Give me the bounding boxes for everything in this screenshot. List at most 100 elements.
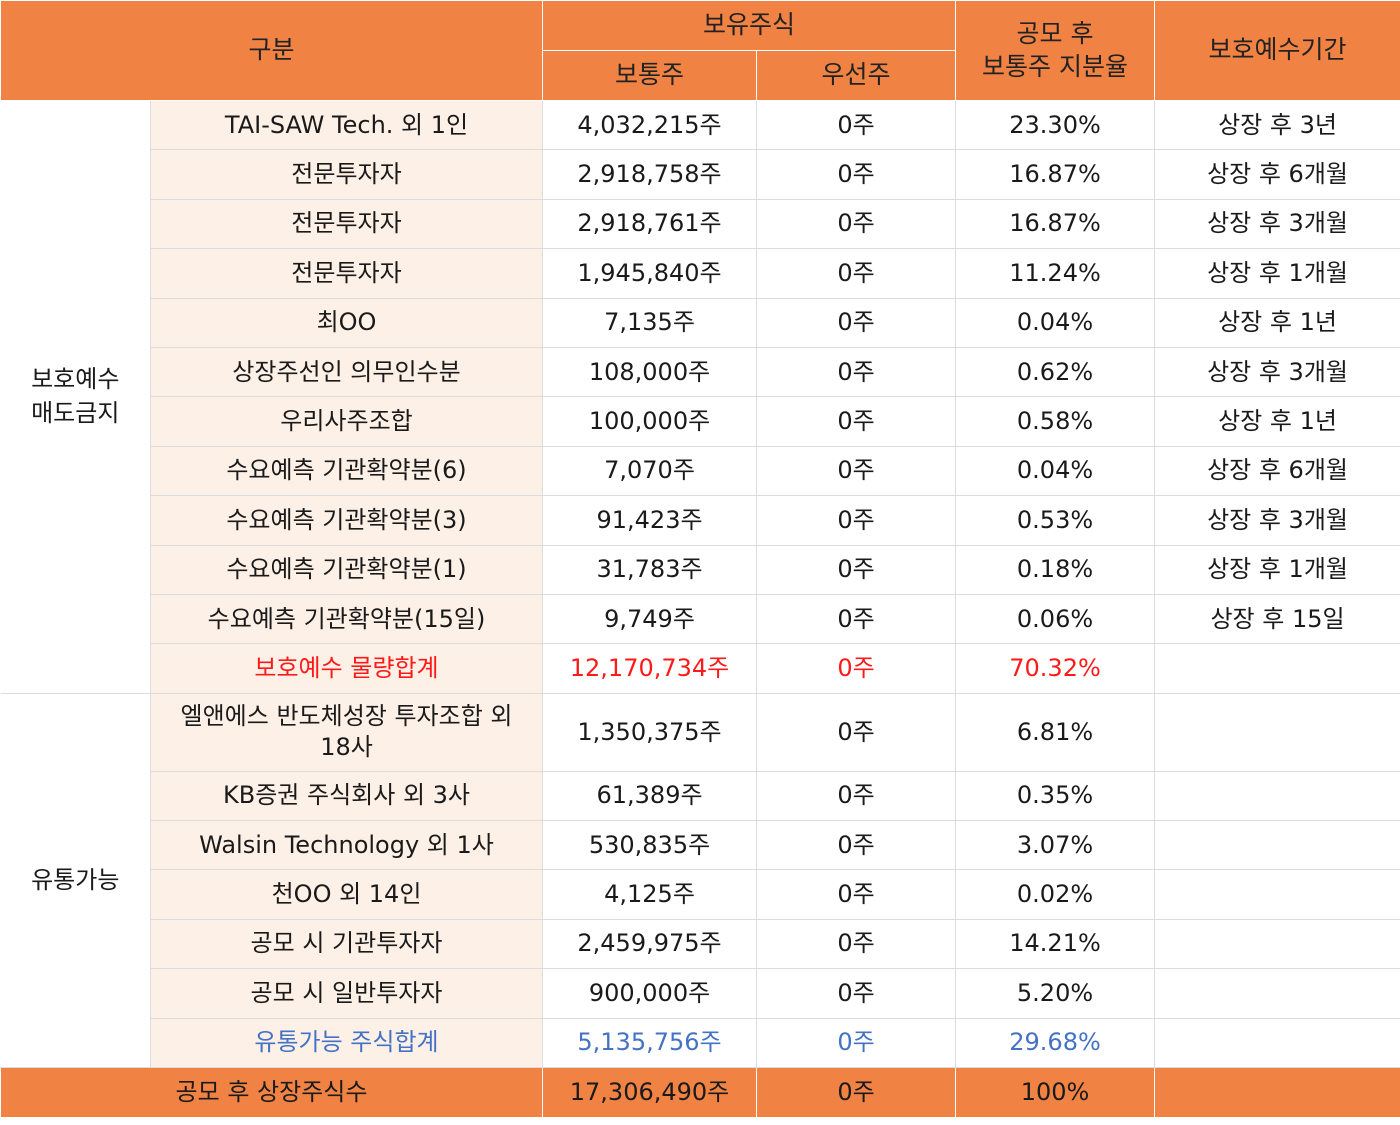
row-common-shares: 1,350,375주 [542,692,758,772]
row-ownership-ratio: 6.81% [955,692,1156,772]
row-preferred-shares: 0주 [756,99,957,151]
row-preferred-shares: 0주 [756,248,957,299]
row-preferred-shares: 0주 [756,770,957,822]
table-row: 수요예측 기관확약분(3) 91,423주 0주 0.53% 상장 후 3개월 [1,495,1400,546]
group-label-locked-line1: 보호예수 [31,365,120,394]
table-row: 상장주선인 의무인수분 108,000주 0주 0.62% 상장 후 3개월 [1,346,1400,398]
table-row: 최OO 7,135주 0주 0.04% 상장 후 1년 [1,297,1400,348]
row-name: KB증권 주식회사 외 3사 [149,770,544,822]
row-name: 공모 시 기관투자자 [149,918,544,970]
row-ownership-ratio: 14.21% [955,918,1156,970]
header-preferred: 우선주 [756,50,957,101]
header-ratio-line1: 공모 후 [1016,19,1094,48]
row-common-shares: 7,070주 [542,445,758,497]
row-common-shares: 4,032,215주 [542,99,758,151]
row-lockup-period: 상장 후 6개월 [1154,149,1400,200]
row-name: 전문투자자 [149,149,544,200]
row-name: 최OO [149,297,544,348]
row-lockup-period: 상장 후 1년 [1154,396,1400,447]
row-common-shares: 4,125주 [542,869,758,920]
row-preferred-shares: 0주 [756,149,957,200]
row-ownership-ratio: 16.87% [955,198,1156,250]
row-common-shares: 2,459,975주 [542,918,758,970]
table-row: 보호예수 매도금지 TAI-SAW Tech. 외 1인 4,032,215주 0주 23… [0,99,1400,694]
row-name: 수요예측 기관확약분(3) [149,495,544,546]
bottom-margin [0,1117,1400,1125]
row-lockup-period: 상장 후 3개월 [1154,198,1400,250]
table-row: 유통가능 주식합계 5,135,756주 0주 29.68% [1,1017,1400,1069]
group-label-tradable: 유통가능 [0,692,151,1069]
row-name-line1: 엘앤에스 반도체성장 투자조합 외 [180,702,513,730]
table-row: 유통가능 엘앤에스 반도체성장 투자조합 외 18사 1,350,375주 0주 6.81… [0,692,1400,1069]
row-ownership-ratio: 29.68% [955,1017,1156,1069]
row-preferred-shares: 0주 [756,918,957,970]
row-preferred-shares: 0주 [756,692,957,772]
row-ownership-ratio: 0.18% [955,544,1156,595]
table-row: 공모 시 일반투자자 900,000주 0주 5.20% [1,968,1400,1019]
table-row: 천OO 외 14인 4,125주 0주 0.02% [1,869,1400,920]
row-preferred-shares: 0주 [756,396,957,447]
row-ownership-ratio: 0.53% [955,495,1156,546]
row-common-shares: 2,918,761주 [542,198,758,250]
row-common-shares: 900,000주 [542,968,758,1019]
row-name-line2: 18사 [320,733,373,762]
grand-total-row: 공모 후 상장주식수 17,306,490주 0주 100% [0,1067,1400,1120]
row-common-shares: 12,170,734주 [542,643,758,694]
row-preferred-shares: 0주 [756,593,957,645]
row-preferred-shares: 0주 [756,869,957,920]
row-ownership-ratio: 23.30% [955,99,1156,151]
row-common-shares: 7,135주 [542,297,758,348]
row-name: 수요예측 기관확약분(15일) [149,593,544,645]
table-row: 전문투자자 2,918,758주 0주 16.87% 상장 후 6개월 [1,149,1400,200]
grand-total-preferred: 0주 [756,1067,957,1120]
row-preferred-shares: 0주 [756,1017,957,1069]
row-common-shares: 108,000주 [542,346,758,398]
header-ratio: 공모 후 보통주 지분율 [955,0,1156,101]
row-name: 공모 시 일반투자자 [149,968,544,1019]
row-preferred-shares: 0주 [756,968,957,1019]
row-name: 전문투자자 [149,198,544,250]
table-row: 전문투자자 1,945,840주 0주 11.24% 상장 후 1개월 [1,248,1400,299]
grand-total-label: 공모 후 상장주식수 [0,1067,544,1120]
header-ratio-line2: 보통주 지분율 [982,51,1128,81]
row-lockup-period: 상장 후 1개월 [1154,248,1400,299]
row-name: 유통가능 주식합계 [149,1017,544,1069]
table-row: 공모 시 기관투자자 2,459,975주 0주 14.21% [1,918,1400,970]
row-common-shares: 530,835주 [542,820,758,871]
row-lockup-period: 상장 후 6개월 [1154,445,1400,497]
row-common-shares: 2,918,758주 [542,149,758,200]
row-common-shares: 100,000주 [542,396,758,447]
row-name: 천OO 외 14인 [149,869,544,920]
grand-total-period [1154,1067,1400,1120]
row-ownership-ratio: 3.07% [955,820,1156,871]
row-common-shares: 91,423주 [542,495,758,546]
row-ownership-ratio: 0.06% [955,593,1156,645]
row-ownership-ratio: 11.24% [955,248,1156,299]
row-preferred-shares: 0주 [756,297,957,348]
row-preferred-shares: 0주 [756,445,957,497]
row-lockup-period [1154,643,1400,694]
group-label-locked-line2: 매도금지 [31,398,120,427]
row-preferred-shares: 0주 [756,820,957,871]
header-category: 구분 [0,0,544,101]
row-ownership-ratio: 70.32% [955,643,1156,694]
row-common-shares: 9,749주 [542,593,758,645]
row-ownership-ratio: 5.20% [955,968,1156,1019]
table-row: KB증권 주식회사 외 3사 61,389주 0주 0.35% [1,770,1400,822]
row-name: Walsin Technology 외 1사 [149,820,544,871]
row-ownership-ratio: 0.35% [955,770,1156,822]
row-lockup-period: 상장 후 3년 [1154,99,1400,151]
table-row: 수요예측 기관확약분(6) 7,070주 0주 0.04% 상장 후 6개월 [1,445,1400,497]
row-lockup-period: 상장 후 15일 [1154,593,1400,645]
row-lockup-period: 상장 후 3개월 [1154,495,1400,546]
table-row: 수요예측 기관확약분(1) 31,783주 0주 0.18% 상장 후 1개월 [1,544,1400,595]
row-lockup-period [1154,692,1400,772]
header-holdings: 보유주식 [542,0,957,51]
table-row: Walsin Technology 외 1사 530,835주 0주 3.07% [1,820,1400,871]
row-name: 우리사주조합 [149,396,544,447]
row-name: 수요예측 기관확약분(1) [149,544,544,595]
row-name: 상장주선인 의무인수분 [149,346,544,398]
row-name: TAI-SAW Tech. 외 1인 [149,99,544,151]
